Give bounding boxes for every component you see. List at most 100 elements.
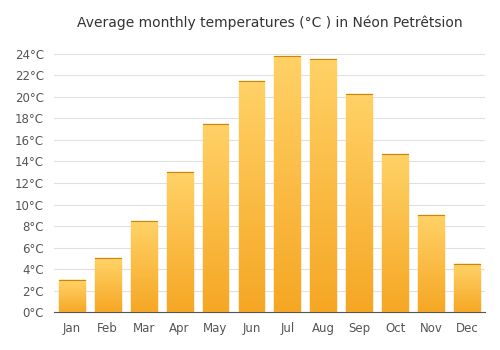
Bar: [95, 287, 120, 288]
Bar: [418, 239, 444, 240]
Bar: [238, 224, 264, 226]
Bar: [382, 276, 408, 278]
Bar: [346, 163, 372, 166]
Bar: [454, 272, 480, 273]
Bar: [382, 167, 408, 168]
Bar: [238, 141, 264, 143]
Bar: [166, 295, 192, 297]
Bar: [130, 241, 156, 242]
Bar: [166, 185, 192, 186]
Bar: [202, 192, 228, 194]
Bar: [310, 269, 336, 272]
Bar: [166, 221, 192, 223]
Bar: [238, 271, 264, 273]
Bar: [166, 209, 192, 210]
Bar: [382, 311, 408, 312]
Bar: [130, 264, 156, 265]
Bar: [274, 287, 300, 289]
Bar: [346, 299, 372, 301]
Bar: [166, 214, 192, 216]
Bar: [382, 296, 408, 298]
Bar: [130, 239, 156, 240]
Bar: [382, 219, 408, 220]
Bar: [382, 173, 408, 175]
Bar: [418, 298, 444, 299]
Bar: [382, 243, 408, 244]
Bar: [454, 299, 480, 300]
Bar: [418, 275, 444, 276]
Bar: [382, 187, 408, 189]
Bar: [418, 284, 444, 285]
Bar: [95, 285, 120, 286]
Bar: [202, 169, 228, 171]
Bar: [310, 92, 336, 94]
Bar: [418, 256, 444, 257]
Bar: [238, 287, 264, 289]
Bar: [382, 208, 408, 209]
Bar: [310, 168, 336, 170]
Bar: [274, 71, 300, 74]
Bar: [274, 174, 300, 176]
Bar: [274, 130, 300, 133]
Bar: [310, 133, 336, 135]
Bar: [382, 227, 408, 228]
Bar: [95, 262, 120, 263]
Bar: [95, 295, 120, 296]
Bar: [130, 286, 156, 287]
Bar: [310, 244, 336, 246]
Bar: [310, 145, 336, 148]
Bar: [346, 140, 372, 142]
Bar: [274, 274, 300, 276]
Bar: [346, 183, 372, 186]
Bar: [274, 102, 300, 105]
Bar: [95, 309, 120, 310]
Bar: [202, 212, 228, 214]
Bar: [202, 276, 228, 278]
Bar: [310, 216, 336, 219]
Bar: [418, 226, 444, 227]
Bar: [418, 233, 444, 234]
Bar: [202, 146, 228, 148]
Bar: [382, 285, 408, 287]
Bar: [274, 112, 300, 115]
Bar: [454, 289, 480, 290]
Bar: [346, 159, 372, 161]
Bar: [310, 160, 336, 163]
Bar: [274, 228, 300, 230]
Bar: [418, 278, 444, 279]
Bar: [310, 105, 336, 107]
Bar: [274, 107, 300, 110]
Bar: [346, 256, 372, 258]
Bar: [382, 165, 408, 167]
Bar: [274, 161, 300, 163]
Bar: [382, 222, 408, 224]
Bar: [238, 106, 264, 108]
Bar: [418, 296, 444, 297]
Bar: [274, 217, 300, 220]
Bar: [274, 304, 300, 307]
Bar: [274, 58, 300, 61]
Bar: [166, 242, 192, 244]
Bar: [310, 206, 336, 209]
Bar: [310, 193, 336, 196]
Bar: [202, 252, 228, 254]
Bar: [130, 248, 156, 249]
Bar: [454, 281, 480, 282]
Bar: [382, 157, 408, 159]
Bar: [95, 291, 120, 292]
Bar: [166, 232, 192, 234]
Bar: [418, 235, 444, 236]
Bar: [130, 270, 156, 271]
Bar: [418, 290, 444, 291]
Bar: [238, 108, 264, 111]
Bar: [95, 308, 120, 309]
Bar: [202, 263, 228, 265]
Bar: [202, 258, 228, 259]
Bar: [274, 135, 300, 138]
Bar: [130, 306, 156, 307]
Bar: [166, 280, 192, 281]
Bar: [346, 310, 372, 312]
Bar: [382, 239, 408, 241]
Bar: [274, 307, 300, 310]
Bar: [130, 296, 156, 297]
